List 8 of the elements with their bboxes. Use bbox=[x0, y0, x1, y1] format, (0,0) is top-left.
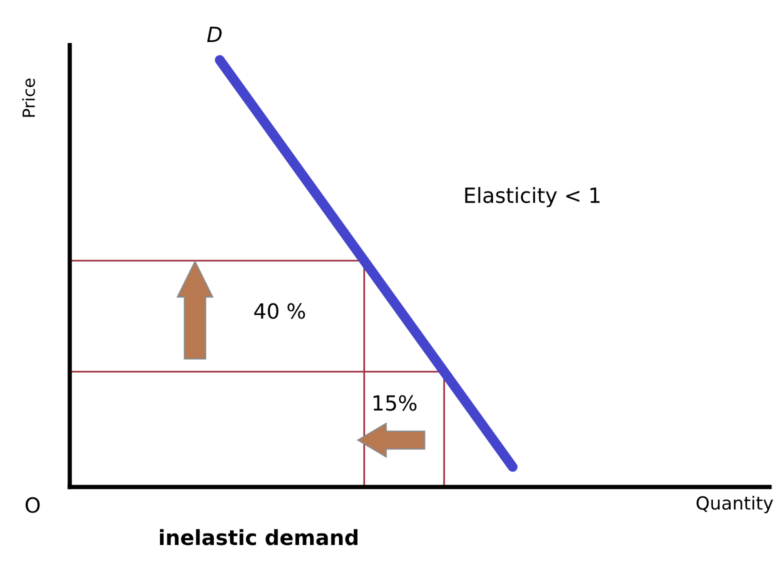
annotation: Elasticity < 1 bbox=[465, 186, 600, 208]
annotation: 15% bbox=[374, 395, 416, 411]
annotation: 40 % bbox=[254, 303, 306, 319]
text: D bbox=[207, 26, 222, 42]
text: inelastic demand bbox=[160, 529, 358, 546]
y-axis-title: Price bbox=[22, 78, 36, 117]
x-axis-title: Quantity bbox=[696, 496, 774, 514]
text: O bbox=[26, 497, 40, 513]
